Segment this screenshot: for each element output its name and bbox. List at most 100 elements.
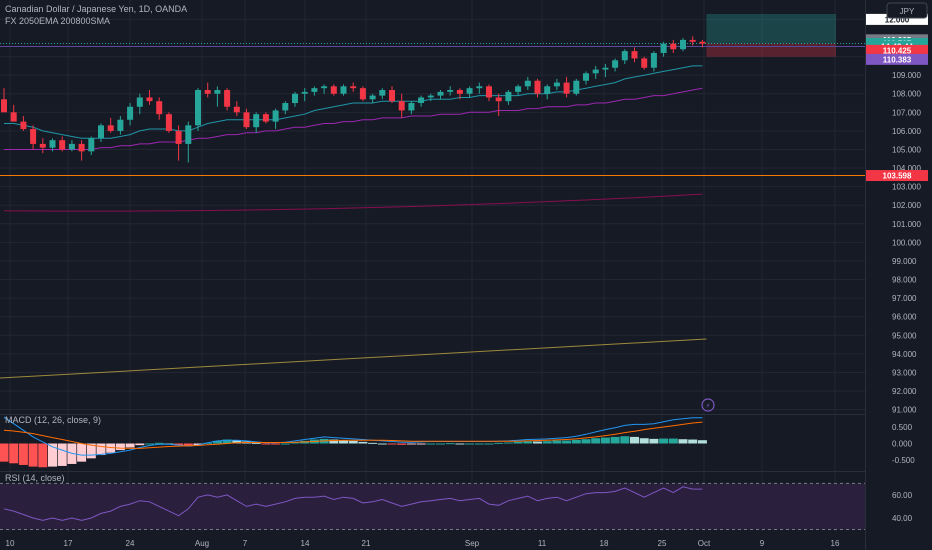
candle-body [631,51,638,59]
candle-body [583,73,589,81]
candle-body [670,43,677,50]
macd-histogram-bar [271,443,281,445]
candle-body [311,88,318,92]
candle-body [563,82,570,94]
rsi-label: RSI (14, close) [5,473,65,483]
candle-body [350,86,357,89]
macd-histogram-bar [193,443,203,446]
macd-histogram-bar [174,443,184,446]
candle-body [59,140,66,150]
macd-histogram-bar [339,440,348,444]
macd-histogram-bar [106,443,116,453]
candle-body [437,91,444,96]
macd-histogram-bar [348,440,358,444]
macd-histogram-bar [77,443,87,462]
macd-line [3,416,703,456]
candle-body [301,91,308,94]
rsi-pane[interactable] [0,482,865,531]
time-tick: 11 [538,539,547,548]
price-tick: 99.000 [892,257,917,266]
time-tick: 18 [600,539,609,548]
candle-body [699,41,706,44]
macd-histogram-bar [397,443,407,445]
macd-histogram-bar [436,443,445,445]
time-tick: 9 [760,539,765,548]
macd-histogram-bar [542,441,552,444]
macd-histogram-bar [222,439,232,444]
candle-body [602,67,609,70]
price-badge [866,44,928,56]
candle-body [107,125,114,131]
macd-histogram-bar [232,440,242,444]
candle-body [20,121,27,130]
macd-histogram-bar [610,436,620,444]
candle-body [418,97,425,104]
price-tick: 105.000 [892,145,921,154]
indicator-legend: FX 2050EMA 200800SMA [5,16,110,26]
currency-button[interactable]: JPY [886,2,928,19]
candle-body [359,88,366,100]
macd-histogram-bar [620,436,630,444]
macd-histogram-bar [368,442,378,444]
candle-body [660,43,667,53]
price-tick: 102.000 [892,201,921,210]
macd-histogram-bar [261,443,271,445]
candle-body [175,130,182,144]
macd-histogram-bar [0,443,9,462]
macd-histogram-bar [183,443,193,447]
price-axis[interactable]: 91.000 92.000 93.000 94.000 95.000 96.000 97.0… [892,15,921,523]
time-tick: 21 [362,539,371,548]
candle-body [689,39,696,42]
yellow-trend-line [0,338,707,379]
macd-histogram-bar [513,441,523,444]
macd-histogram-bar [416,443,426,445]
currency-label: JPY [900,7,915,16]
candle-body [447,90,454,92]
long-sma-line [3,193,703,212]
price-badge-text: 12.000 [885,15,910,24]
candlestick-series[interactable] [1,36,706,163]
time-tick: 17 [64,539,73,548]
macd-histogram-bar [203,442,213,444]
macd-histogram-bar [552,440,562,444]
candle-body [486,86,492,98]
macd-histogram-bar [474,443,484,445]
macd-histogram-bar [697,440,707,444]
candle-body [49,140,56,148]
price-badge-text: 103.598 [883,172,912,181]
macd-histogram-bar [455,443,465,445]
candle-body [253,114,260,128]
macd-pane[interactable] [0,416,707,468]
macd-histogram-bar [154,442,164,444]
candle-body [321,86,328,89]
candle-body [146,97,153,102]
candle-body [680,39,686,50]
price-tick: 108.000 [892,90,921,99]
chart-title: Canadian Dollar / Japanese Yen, 1D, OAND… [5,4,187,14]
price-tick: 94.000 [892,350,917,359]
candle-body [369,95,376,100]
macd-tick: -0.500 [892,456,915,465]
price-tick: 97.000 [892,294,917,303]
time-tick: 16 [831,539,840,548]
alert-icon[interactable]: ⚡ [701,398,715,412]
macd-histogram-bar [630,436,639,444]
macd-histogram-bar [212,440,222,444]
macd-histogram-bar [562,440,572,444]
candle-body [185,125,192,144]
candle-body [505,91,512,102]
candle-body [39,143,46,148]
price-tick: 98.000 [892,276,917,285]
candle-body [195,90,201,126]
price-badge-text: 110.425 [883,46,912,55]
macd-histogram-bar [484,443,494,445]
candle-body [292,93,298,104]
macd-signal-line [3,421,703,449]
macd-histogram-bar [503,442,513,444]
time-axis[interactable]: 10 17 24 Aug 7 14 21 Sep 11 18 25 Oct 9 16 [6,539,840,548]
macd-histogram-bar [251,442,261,444]
macd-histogram-bar [329,439,339,444]
macd-histogram-bar [465,443,475,445]
macd-histogram-bar [48,443,57,467]
